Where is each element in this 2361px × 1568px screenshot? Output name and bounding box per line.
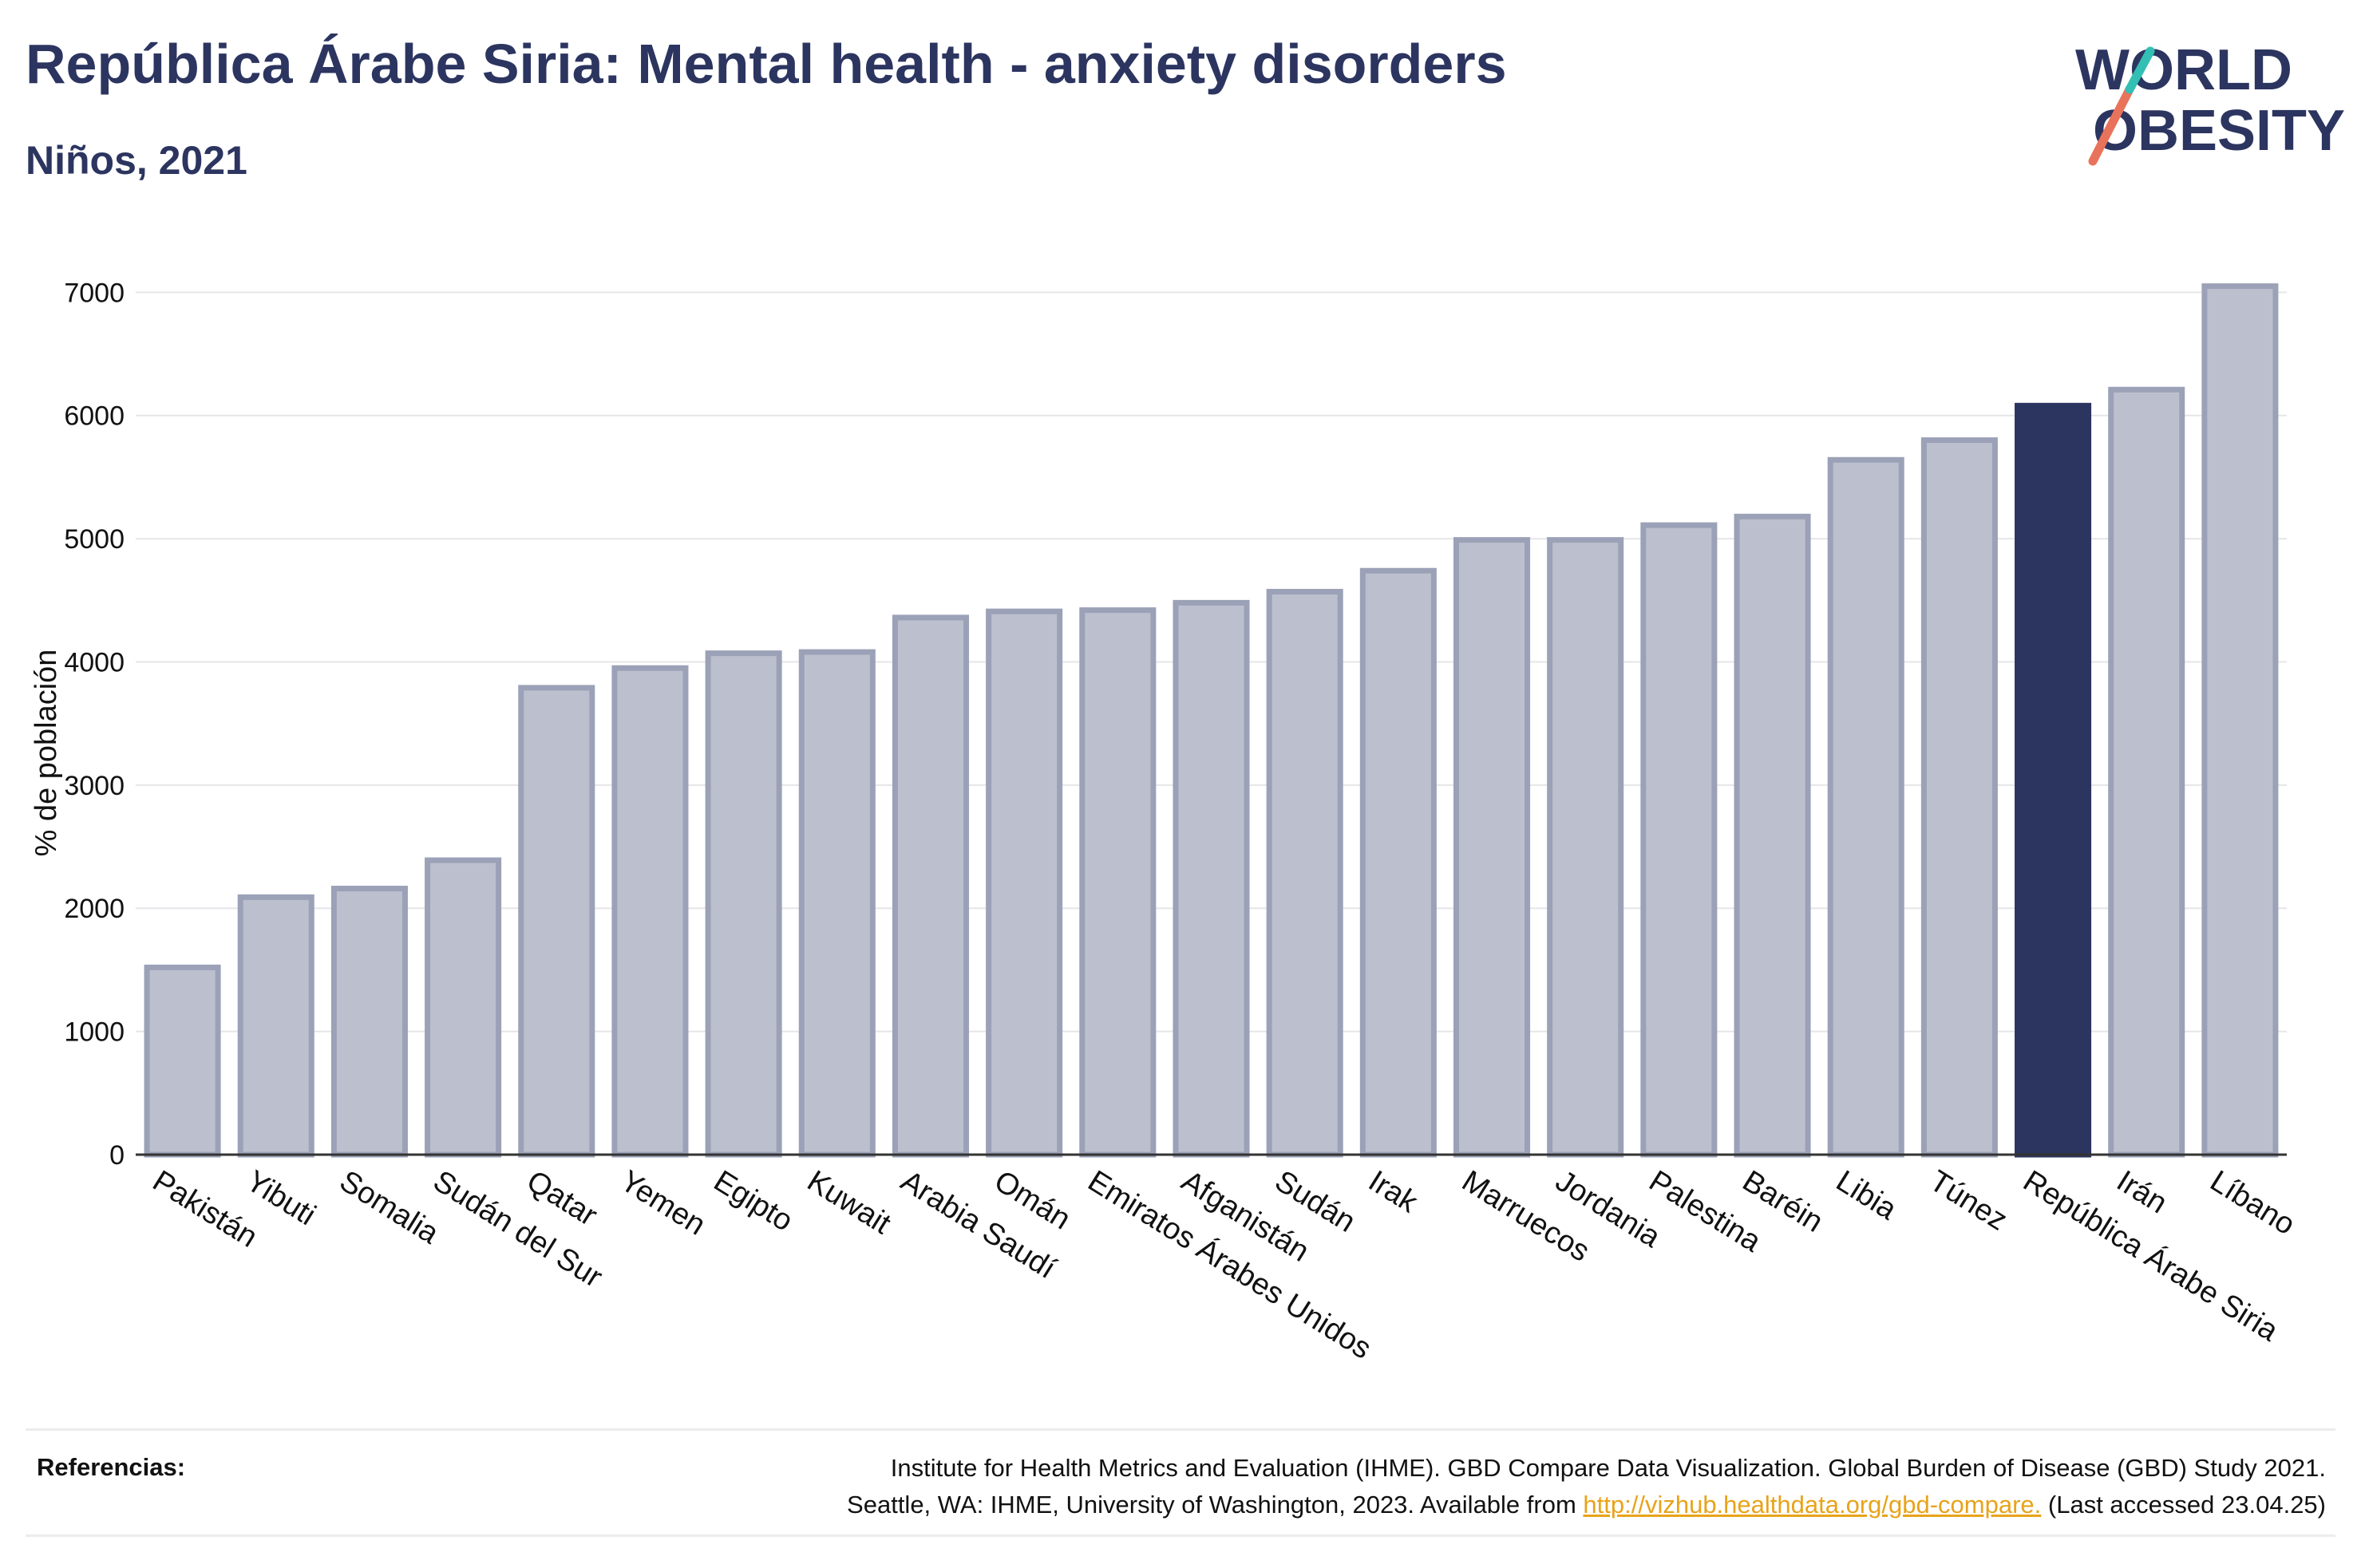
x-tick-label: Yemen (615, 1164, 711, 1242)
y-tick-label: 5000 (64, 524, 125, 555)
logo-word-obesity: OBESITY (2093, 99, 2345, 163)
world-obesity-logo: WORLD OBESITY (2075, 38, 2345, 166)
references-line-2-end: (Last accessed 23.04.25) (2041, 1491, 2326, 1519)
references-line-2-start: Seattle, WA: IHME, University of Washing… (847, 1491, 1584, 1519)
references-line-1: Institute for Health Metrics and Evaluat… (890, 1454, 2326, 1482)
y-tick-label: 1000 (64, 1017, 125, 1048)
x-tick-label: Somalia (334, 1164, 445, 1251)
page-subtitle: Niños, 2021 (26, 138, 247, 183)
bar (1359, 567, 1437, 1158)
y-tick-label: 3000 (64, 771, 125, 801)
x-tick-label: Irak (1362, 1164, 1424, 1220)
x-tick-label: Túnez (1924, 1164, 2013, 1238)
y-tick-label: 7000 (64, 278, 125, 308)
bar (425, 857, 502, 1158)
bar-chart: 01000200030004000500060007000PakistánYib… (30, 278, 2301, 1365)
bar (1079, 607, 1157, 1158)
y-tick-label: 0 (109, 1140, 125, 1171)
y-tick-label: 6000 (64, 401, 125, 432)
references-text: Institute for Health Metrics and Evaluat… (847, 1450, 2326, 1523)
bar (798, 649, 876, 1158)
bar (1266, 588, 1343, 1158)
logo-slash-coral (2088, 85, 2134, 166)
bar (611, 665, 689, 1158)
x-tick-label: Líbano (2205, 1164, 2301, 1242)
y-tick-label: 4000 (64, 647, 125, 677)
bar (518, 685, 595, 1158)
bar (892, 614, 970, 1158)
bar (1453, 537, 1531, 1158)
references-line-2: Seattle, WA: IHME, University of Washing… (847, 1487, 2326, 1523)
x-tick-label: Libia (1830, 1164, 1903, 1227)
bar (2015, 402, 2092, 1158)
bar (1547, 537, 1624, 1158)
bar (330, 886, 408, 1158)
page-title: República Árabe Siria: Mental health - a… (26, 33, 1507, 95)
x-tick-label: Pakistán (147, 1164, 263, 1254)
bar (1734, 513, 1811, 1158)
bar (1920, 437, 1998, 1158)
bar (2108, 386, 2185, 1158)
bar (1173, 599, 1250, 1158)
y-axis-title: % de población (30, 650, 63, 857)
references-section: Referencias: Institute for Health Metric… (26, 1428, 2335, 1537)
references-label: Referencias: (37, 1453, 186, 1481)
bar (705, 650, 782, 1158)
bar (1640, 522, 1718, 1158)
bar (986, 608, 1063, 1158)
bar (1827, 456, 1904, 1158)
bar (144, 964, 221, 1158)
x-tick-label: Irán (2110, 1164, 2173, 1220)
logo-word-world: WORLD (2075, 38, 2292, 102)
logo-slash-teal (2125, 46, 2155, 94)
y-tick-label: 2000 (64, 894, 125, 924)
bar (237, 894, 314, 1158)
references-link[interactable]: http://vizhub.healthdata.org/gbd-compare… (1583, 1491, 2042, 1519)
bar (2201, 283, 2279, 1158)
x-tick-label: Kuwait (801, 1164, 896, 1241)
x-tick-label: Egipto (708, 1164, 799, 1238)
